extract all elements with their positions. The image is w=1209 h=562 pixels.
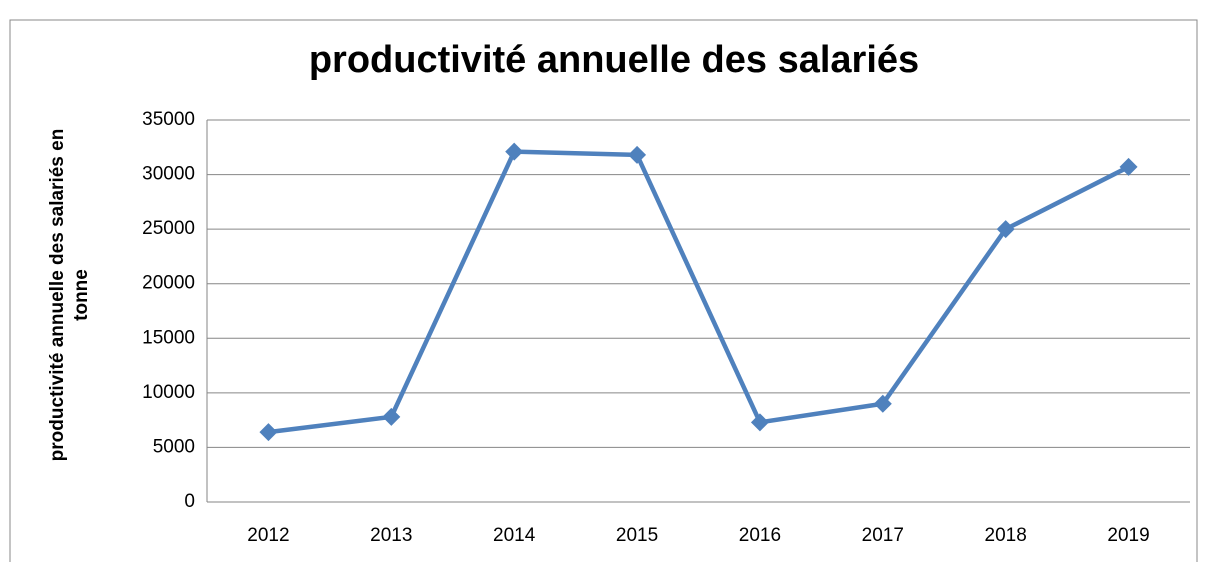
- marker: [505, 142, 524, 161]
- x-tick-label: 2017: [862, 525, 904, 546]
- y-tick-label: 15000: [142, 327, 195, 348]
- marker: [382, 407, 401, 426]
- x-tick-label: 2014: [493, 525, 536, 546]
- chart-title: productivité annuelle des salariés: [309, 39, 919, 81]
- chart-frame: [9, 19, 1198, 562]
- y-tick-label: 20000: [142, 273, 195, 294]
- x-tick-label: 2013: [370, 525, 412, 546]
- marker: [750, 413, 769, 432]
- y-tick-label: 30000: [142, 164, 195, 185]
- marker: [628, 145, 647, 164]
- x-tick-label: 2012: [247, 525, 289, 546]
- y-tick-label: 35000: [142, 109, 195, 130]
- y-axis-label: productivité annuelle des salariés en to…: [47, 128, 92, 462]
- y-tick-label: 5000: [153, 436, 195, 457]
- x-tick-label: 2016: [739, 525, 781, 546]
- x-tick-label: 2019: [1107, 525, 1149, 546]
- y-tick-label: 25000: [142, 218, 195, 239]
- marker: [996, 220, 1015, 239]
- x-tick-label: 2018: [985, 525, 1027, 546]
- marker: [873, 394, 892, 413]
- marker: [259, 423, 278, 442]
- y-tick-label: 0: [184, 491, 195, 512]
- line: [268, 149, 1130, 435]
- y-tick-label: 10000: [142, 382, 195, 403]
- marker: [1119, 157, 1138, 176]
- x-tick-label: 2015: [616, 525, 658, 546]
